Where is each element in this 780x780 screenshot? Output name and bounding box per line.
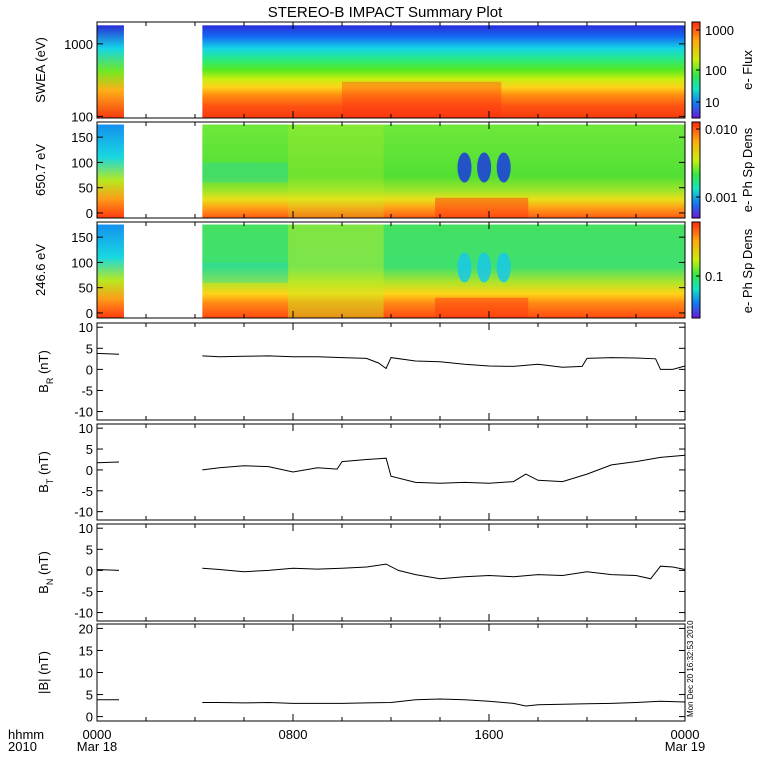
colorbar-tick-label: 1000: [705, 23, 734, 38]
heatmap-segment-early: [97, 224, 124, 318]
colorbar-tick-label: 0.010: [705, 122, 738, 137]
y-tick-label: 10: [79, 521, 93, 536]
y-tick-label: 0: [86, 306, 93, 321]
colorbar-tick-label: 0.1: [705, 269, 723, 284]
time-tick-date: Mar 19: [665, 739, 705, 754]
heatmap-band: [202, 262, 289, 283]
colorbar-tick-label: 10: [705, 95, 719, 110]
panel-3: 0 50 100 150 246.6 eV: [33, 221, 686, 321]
y-tick-label: 10: [79, 421, 93, 436]
panel-6: -10 -5 0 5 10 BN (nT): [36, 521, 686, 622]
colorbar-tick-label: 0.001: [705, 190, 738, 205]
colorbar-2: 0.010 0.001 e- Ph Sp Dens: [691, 121, 755, 219]
heatmap-segment-main: [202, 25, 685, 118]
colorbar-label: e- Ph Sp Dens: [740, 228, 755, 313]
time-tick-date: Mar 18: [77, 739, 117, 754]
y-tick-label: -10: [74, 505, 93, 520]
time-tick-label: 0000: [83, 727, 112, 742]
panel-frame: [96, 322, 686, 421]
y-tick-label: 5: [86, 542, 93, 557]
heatmap-enhancement: [342, 81, 502, 118]
series-line-1: [96, 569, 120, 571]
heatmap-enhancement-low: [435, 197, 529, 218]
y-tick-label: 100: [71, 255, 93, 270]
y-tick-label: 5: [86, 688, 93, 703]
series-line-2: [202, 355, 686, 370]
series-line-2: [202, 698, 686, 707]
series-line-1: [96, 352, 120, 355]
y-axis-label: SWEA (eV): [33, 37, 48, 103]
colorbar-gradient: [691, 121, 701, 219]
y-axis-label: BN (nT): [36, 551, 55, 594]
heatmap-dropout-1: [457, 152, 472, 183]
colorbar-gradient: [691, 221, 701, 319]
y-tick-label: 150: [71, 230, 93, 245]
panel-7: 0 5 10 15 20 |B| (nT): [36, 621, 686, 725]
panel-2: 0 50 100 150 650.7 eV: [33, 121, 686, 221]
heatmap-enhancement-low: [435, 297, 529, 318]
y-tick-label: 50: [79, 181, 93, 196]
y-tick-label: 0: [86, 563, 93, 578]
series-line-2: [202, 563, 686, 580]
panel-4: -10 -5 0 5 10 BR (nT): [36, 320, 686, 421]
panel-frame: [96, 423, 686, 521]
plot-title: STEREO-B IMPACT Summary Plot: [268, 4, 503, 21]
y-tick-label: 15: [79, 643, 93, 658]
y-tick-label: -5: [81, 383, 93, 398]
heatmap-band: [202, 162, 289, 183]
series-line-1: [96, 461, 120, 464]
y-axis-label: 650.7 eV: [33, 144, 48, 196]
colorbar-label: e- Ph Sp Dens: [740, 127, 755, 212]
time-tick-label: 0800: [279, 727, 308, 742]
heatmap-dropout-2: [477, 152, 492, 183]
y-tick-label: 1000: [64, 37, 93, 52]
y-tick-label: 100: [71, 155, 93, 170]
heatmap-enhancement: [288, 124, 384, 218]
y-tick-label: 10: [79, 320, 93, 335]
time-row-label-hhmm: hhmm: [8, 727, 44, 742]
y-tick-label: 100: [71, 109, 93, 124]
time-tick-label: 1600: [475, 727, 504, 742]
y-tick-label: -5: [81, 484, 93, 499]
y-tick-label: 0: [86, 362, 93, 377]
time-tick-label: 0000: [671, 727, 700, 742]
heatmap-segment-early: [97, 124, 124, 218]
generation-timestamp: Mon Dec 20 16:32:53 2010: [686, 620, 695, 717]
y-tick-label: 20: [79, 621, 93, 636]
y-tick-label: -10: [74, 606, 93, 621]
panel-1: 100 1000 SWEA (eV): [33, 21, 686, 124]
y-tick-label: 5: [86, 341, 93, 356]
colorbar-tick-label: 100: [705, 63, 727, 78]
y-tick-label: 150: [71, 130, 93, 145]
y-tick-label: 5: [86, 442, 93, 457]
time-row-label-year: 2010: [8, 739, 37, 754]
series-line-2: [202, 454, 686, 484]
y-tick-label: 0: [86, 463, 93, 478]
colorbar-1: 1000 100 10 e- Flux: [691, 21, 755, 119]
heatmap-dropout-1: [457, 252, 472, 283]
y-tick-label: -10: [74, 405, 93, 420]
y-tick-label: 0: [86, 206, 93, 221]
heatmap-segment-early: [97, 25, 124, 118]
colorbar-3: 0.1 e- Ph Sp Dens: [691, 221, 755, 319]
heatmap-dropout-3: [496, 252, 511, 283]
y-axis-label: |B| (nT): [36, 651, 51, 694]
y-tick-label: 10: [79, 666, 93, 681]
colorbar-label: e- Flux: [740, 50, 755, 90]
y-axis-label: 246.6 eV: [33, 244, 48, 296]
y-axis-label: BT (nT): [36, 451, 55, 493]
heatmap-dropout-2: [477, 252, 492, 283]
y-tick-label: -5: [81, 584, 93, 599]
y-tick-label: 0: [86, 710, 93, 725]
heatmap-enhancement: [288, 224, 384, 318]
y-tick-label: 50: [79, 281, 93, 296]
panel-frame: [96, 623, 686, 722]
heatmap-dropout-3: [496, 152, 511, 183]
panel-5: -10 -5 0 5 10 BT (nT): [36, 421, 686, 521]
y-axis-label: BR (nT): [36, 350, 55, 393]
